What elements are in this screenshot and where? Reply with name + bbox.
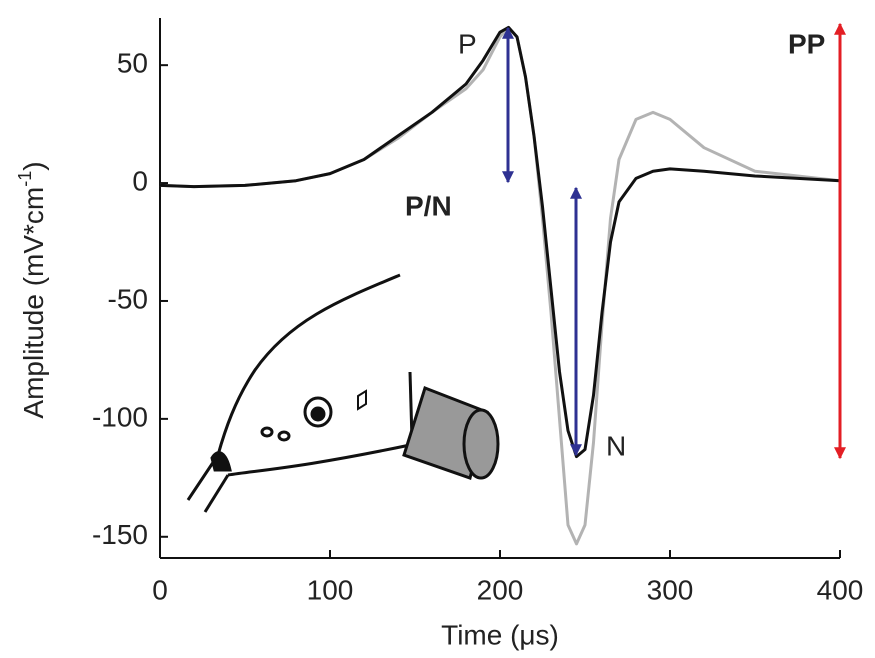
x-tick-label: 100: [307, 574, 354, 605]
y-tick-label: 0: [132, 165, 148, 196]
x-tick-label: 200: [477, 574, 524, 605]
y-axis-label-sup: -1: [15, 171, 35, 187]
fish-drawing: [186, 273, 500, 513]
y-axis-label: Amplitude (mV*cm-1): [15, 161, 50, 418]
x-tick-label: 0: [152, 574, 168, 605]
annotation: N: [606, 430, 626, 461]
plot-area: -150 -100 -50 0 50 0 100 200 300 400: [92, 18, 863, 605]
annotation: P/N: [405, 190, 452, 221]
y-tick-label: -150: [92, 519, 148, 550]
series-line: [159, 25, 841, 546]
y-tick-label: -50: [108, 283, 148, 314]
annotation: PP: [788, 28, 825, 59]
y-axis-label-end: ): [18, 161, 49, 170]
annotation: P: [458, 28, 477, 59]
y-tick-label: -100: [92, 401, 148, 432]
x-tick-label: 400: [817, 574, 864, 605]
x-tick-label: 300: [647, 574, 694, 605]
x-axis-label: Time (μs): [441, 619, 559, 650]
y-tick-label: 50: [117, 48, 148, 79]
series-line: [159, 25, 841, 459]
y-axis-label-main: Amplitude (mV*cm: [18, 187, 49, 419]
